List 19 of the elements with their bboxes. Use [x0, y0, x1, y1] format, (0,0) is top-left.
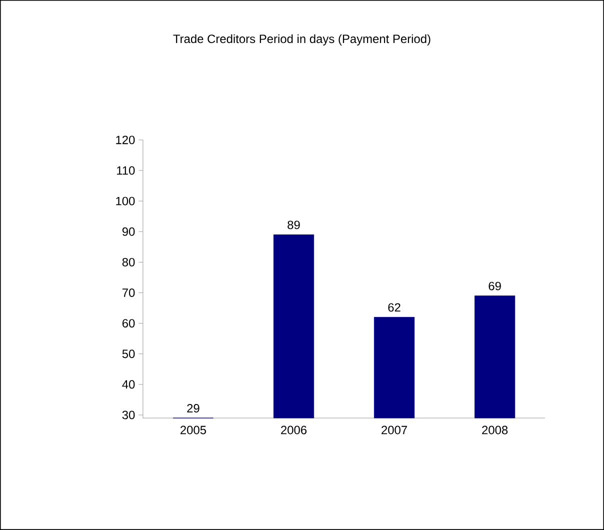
y-tick-label: 40: [122, 380, 135, 389]
y-tick-label: 30: [122, 410, 135, 420]
y-tick-label: 70: [122, 288, 135, 297]
x-tick-label: 2005: [180, 426, 206, 434]
x-tick-label: 2006: [281, 426, 307, 434]
y-tick-label: 60: [122, 319, 135, 328]
y-tick-label: 110: [117, 166, 135, 175]
y-tick-label: 90: [122, 227, 135, 236]
data-label: 89: [288, 220, 300, 230]
chart-title: Trade Creditors Period in days (Payment Period): [173, 34, 430, 46]
y-tick-label: 80: [122, 258, 135, 266]
y-tick-label: 50: [122, 350, 135, 358]
y-tick-label: 120: [116, 136, 135, 144]
x-tick-label: 2007: [382, 426, 407, 434]
data-label: 69: [488, 282, 501, 290]
data-label: 29: [187, 404, 200, 413]
data-label: 62: [388, 303, 400, 312]
x-tick-label: 2008: [482, 426, 508, 434]
y-tick-label: 100: [116, 196, 135, 206]
